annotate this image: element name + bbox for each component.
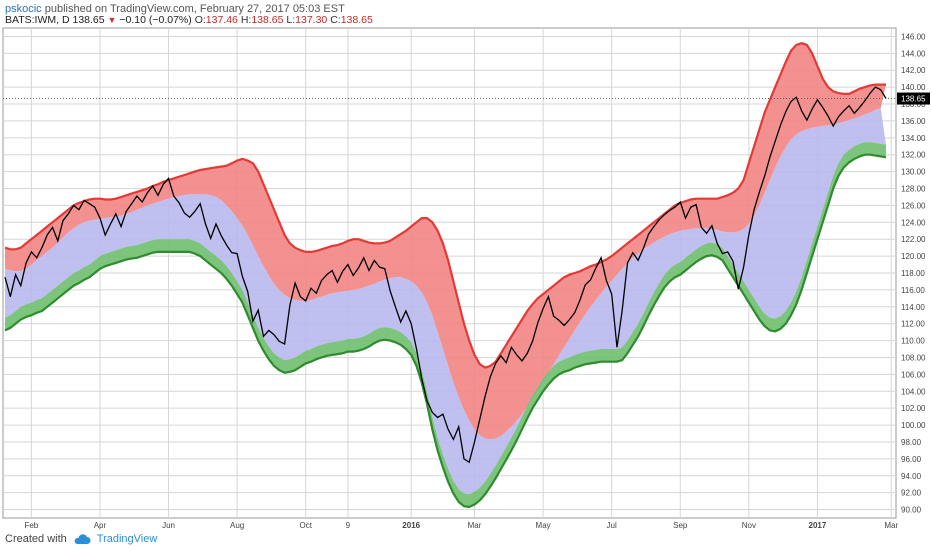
tradingview-cloud-icon <box>74 533 91 544</box>
series-lines <box>4 42 887 509</box>
last-price-box <box>897 92 930 105</box>
high-label: H: <box>240 14 252 26</box>
created-with-label: Created with <box>5 533 67 545</box>
x-tick-label: Mar <box>468 521 482 530</box>
price-change: −0.10 (−0.07%) <box>119 14 192 26</box>
y-tick-label: 92.00 <box>901 489 922 498</box>
y-tick-label: 118.00 <box>901 269 925 278</box>
y-tick-label: 134.00 <box>901 134 926 143</box>
low-value: 137.30 <box>295 14 328 26</box>
x-tick-label: Sep <box>673 521 688 530</box>
y-tick-label: 124.00 <box>901 218 926 227</box>
upper-band-area <box>5 43 886 440</box>
y-tick-label: 104.00 <box>901 387 926 396</box>
close-label: C: <box>330 14 341 26</box>
y-tick-label: 100.00 <box>901 421 926 430</box>
tradingview-brand[interactable]: TradingView <box>96 533 158 545</box>
y-tick-label: 146.00 <box>901 32 926 41</box>
y-tick-label: 136.00 <box>901 117 926 126</box>
down-arrow-icon: ▼ <box>107 15 117 25</box>
y-tick-label: 90.00 <box>901 506 922 515</box>
footer: Created with TradingView <box>5 533 157 545</box>
price-axis[interactable]: 90.00 92.00 94.00 96.00 98.00 100.00 102.00 104… <box>901 32 926 514</box>
close-value: 138.65 <box>340 14 373 26</box>
last-price-tag: 138.65 <box>3 92 930 105</box>
y-tick-label: 112.00 <box>901 320 925 329</box>
open-value: 137.46 <box>205 14 238 26</box>
publisher-line: pskocic published on TradingView.com, Fe… <box>5 3 345 15</box>
y-tick-label: 94.00 <box>901 472 922 481</box>
x-tick-label: Feb <box>24 521 38 530</box>
last-price: 138.65 <box>72 14 105 26</box>
ohlc-line: BATS:IWM, D 138.65 ▼ −0.10 (−0.07%) O:13… <box>5 14 373 26</box>
high-value: 138.65 <box>251 14 284 26</box>
y-tick-label: 106.00 <box>901 370 926 379</box>
y-tick-label: 98.00 <box>901 438 922 447</box>
y-tick-label: 144.00 <box>901 49 926 58</box>
y-tick-label: 108.00 <box>901 353 926 362</box>
y-tick-label: 122.00 <box>901 235 926 244</box>
y-tick-label: 130.00 <box>901 168 926 177</box>
x-tick-label: May <box>536 521 551 530</box>
x-tick-label: Apr <box>94 521 107 530</box>
x-tick-label: Mar <box>884 521 898 530</box>
y-tick-label: 102.00 <box>901 404 926 413</box>
publisher-name[interactable]: pskocic <box>5 3 42 15</box>
x-tick-label: 2016 <box>402 521 420 530</box>
y-tick-label: 128.00 <box>901 185 926 194</box>
symbol-label: BATS:IWM, D <box>5 14 70 26</box>
published-text: published on TradingView.com, February 2… <box>44 3 345 15</box>
y-tick-label: 96.00 <box>901 455 922 464</box>
open-label: O: <box>194 14 206 26</box>
y-tick-label: 126.00 <box>901 201 926 210</box>
y-tick-label: 120.00 <box>901 252 926 261</box>
y-tick-label: 142.00 <box>901 66 926 75</box>
middle-band-area <box>5 108 886 495</box>
band-areas <box>5 43 886 507</box>
x-tick-label: Jul <box>607 521 617 530</box>
y-tick-label: 114.00 <box>901 303 925 312</box>
x-tick-label: Aug <box>230 521 244 530</box>
x-tick-label: 2017 <box>809 521 827 530</box>
x-tick-label: 9 <box>346 521 351 530</box>
y-tick-label: 140.00 <box>901 83 926 92</box>
x-tick-label: Oct <box>299 521 312 530</box>
low-label: L: <box>286 14 296 26</box>
y-tick-label: 110.00 <box>901 337 925 346</box>
price-line <box>4 86 887 464</box>
time-axis[interactable]: Feb Apr Jun Aug Oct 9 2016 Mar May Jul Sep Nov 2017 M… <box>24 521 898 530</box>
x-tick-label: Nov <box>742 521 756 530</box>
x-tick-label: Jun <box>162 521 175 530</box>
y-tick-label: 132.00 <box>901 151 926 160</box>
y-tick-label: 116.00 <box>901 286 925 295</box>
last-price-text: 138.65 <box>901 95 926 104</box>
